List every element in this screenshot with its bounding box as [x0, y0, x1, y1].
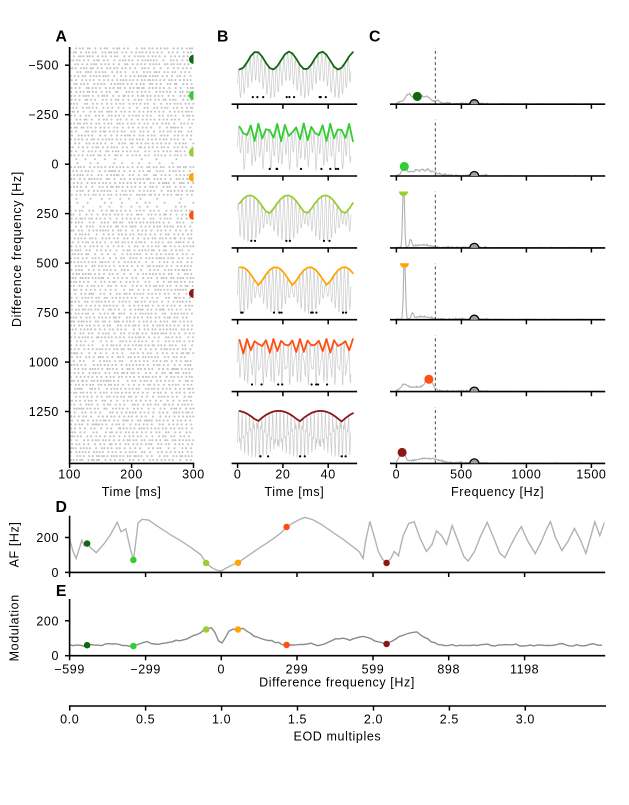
svg-text:1.0: 1.0 — [212, 713, 231, 727]
svg-text:0: 0 — [51, 158, 59, 172]
svg-text:20: 20 — [275, 468, 290, 482]
svg-text:Frequency [Hz]: Frequency [Hz] — [451, 485, 544, 499]
svg-text:3.0: 3.0 — [516, 713, 535, 727]
svg-text:Time [ms]: Time [ms] — [102, 485, 162, 499]
svg-text:599: 599 — [362, 662, 385, 676]
svg-text:−250: −250 — [28, 108, 59, 122]
svg-text:−599: −599 — [54, 662, 85, 676]
svg-text:1500: 1500 — [576, 468, 606, 482]
svg-text:1250: 1250 — [29, 405, 59, 419]
svg-text:1198: 1198 — [510, 662, 539, 676]
svg-text:E: E — [56, 583, 67, 600]
svg-text:750: 750 — [36, 306, 59, 320]
svg-text:250: 250 — [36, 207, 59, 221]
svg-text:300: 300 — [182, 468, 205, 482]
svg-text:500: 500 — [36, 257, 59, 271]
svg-text:A: A — [55, 29, 67, 46]
svg-text:0: 0 — [51, 566, 59, 580]
svg-text:2.0: 2.0 — [364, 713, 383, 727]
svg-text:0: 0 — [393, 468, 401, 482]
svg-text:0: 0 — [51, 649, 59, 663]
svg-text:−500: −500 — [28, 59, 59, 73]
svg-text:898: 898 — [437, 662, 460, 676]
svg-text:Modulation: Modulation — [7, 594, 21, 661]
svg-text:D: D — [55, 499, 67, 516]
svg-text:1.5: 1.5 — [288, 713, 307, 727]
svg-text:299: 299 — [286, 662, 309, 676]
svg-text:100: 100 — [58, 468, 81, 482]
svg-text:Difference frequency [Hz]: Difference frequency [Hz] — [259, 676, 415, 690]
svg-text:C: C — [369, 29, 381, 46]
svg-text:2.5: 2.5 — [440, 713, 459, 727]
svg-text:40: 40 — [321, 468, 336, 482]
svg-text:500: 500 — [450, 468, 473, 482]
svg-text:−299: −299 — [130, 662, 161, 676]
svg-text:EOD multiples: EOD multiples — [294, 729, 382, 743]
svg-text:200: 200 — [120, 468, 143, 482]
svg-text:Time [ms]: Time [ms] — [265, 485, 325, 499]
svg-text:200: 200 — [36, 614, 59, 628]
svg-text:200: 200 — [36, 531, 59, 545]
svg-text:0: 0 — [218, 662, 226, 676]
svg-text:0: 0 — [234, 468, 242, 482]
svg-text:1000: 1000 — [511, 468, 541, 482]
svg-text:Difference frequency [Hz]: Difference frequency [Hz] — [10, 171, 24, 327]
svg-text:1000: 1000 — [29, 356, 59, 370]
svg-text:AF [Hz]: AF [Hz] — [7, 522, 21, 568]
svg-text:0.5: 0.5 — [136, 713, 155, 727]
svg-text:0.0: 0.0 — [60, 713, 79, 727]
svg-text:B: B — [217, 29, 229, 46]
